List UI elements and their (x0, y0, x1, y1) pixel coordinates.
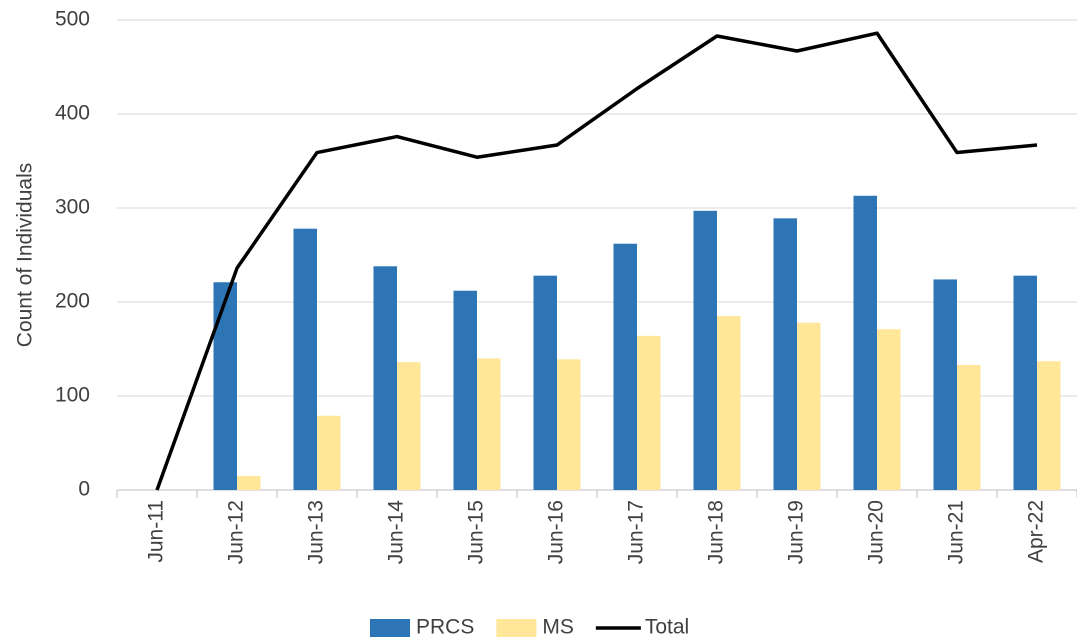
bar (453, 290, 477, 490)
x-tick-label: Jun-18 (705, 500, 728, 564)
legend-swatch (370, 619, 410, 637)
x-tick-label: Jun-16 (545, 500, 568, 564)
bar (613, 243, 637, 490)
bar (877, 329, 901, 490)
y-tick-label: 0 (78, 478, 90, 501)
x-tick-label: Jun-11 (145, 500, 168, 563)
bar (773, 218, 797, 490)
y-tick-label: 300 (55, 196, 90, 219)
y-tick-label: 400 (55, 102, 90, 125)
x-tick-label: Jun-12 (225, 500, 248, 564)
y-tick-label: 200 (55, 290, 90, 313)
y-tick-label: 500 (55, 8, 90, 31)
bar (797, 322, 821, 490)
x-tick-label: Jun-14 (385, 500, 408, 565)
bar (853, 195, 877, 490)
bar (397, 362, 421, 490)
x-tick-label: Jun-17 (625, 500, 648, 564)
bar (717, 316, 741, 490)
x-tick-label: Jun-20 (865, 500, 888, 564)
bar (237, 475, 261, 490)
legend-label: MS (542, 616, 574, 639)
bar (693, 210, 717, 490)
x-tick-label: Jun-19 (785, 500, 808, 564)
x-tick-label: Jun-15 (465, 500, 488, 564)
bar (557, 359, 581, 490)
line (155, 31, 1038, 491)
bar (213, 282, 237, 490)
bar (317, 415, 341, 490)
bar (933, 279, 957, 490)
bar (1013, 275, 1037, 490)
bar (373, 266, 397, 490)
legend-label: PRCS (416, 616, 474, 639)
bar (293, 228, 317, 490)
bar (1037, 361, 1061, 490)
legend-label: Total (645, 616, 689, 639)
x-tick-label: Jun-21 (945, 500, 968, 564)
bar (477, 358, 501, 490)
bar (533, 275, 557, 490)
y-axis-label: Count of Individuals (14, 163, 37, 347)
y-tick-label: 100 (55, 384, 90, 407)
bar (637, 335, 661, 490)
bar (957, 364, 981, 490)
x-tick-label: Jun-13 (305, 500, 328, 564)
x-tick-label: Apr-22 (1025, 500, 1048, 563)
legend-swatch (496, 619, 537, 637)
